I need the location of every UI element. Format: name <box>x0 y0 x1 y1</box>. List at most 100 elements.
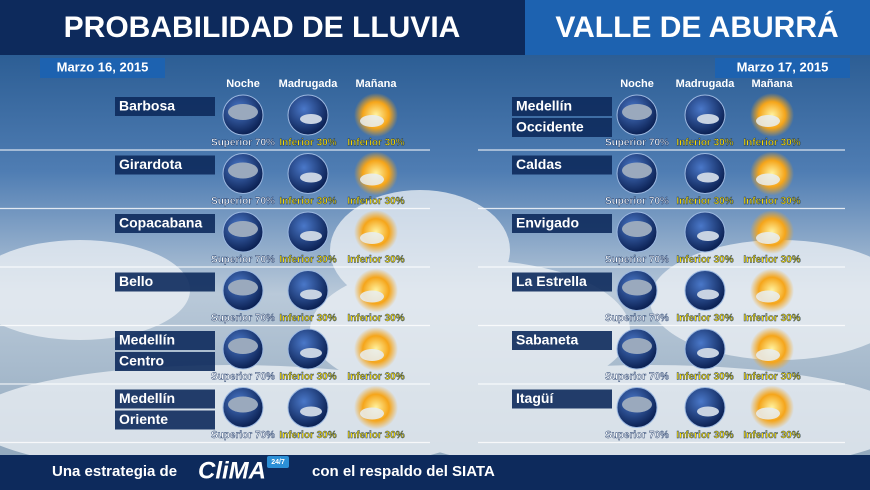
forecast-label: Inferior 30% <box>347 196 404 207</box>
cloud-icon <box>756 115 780 127</box>
name-box <box>512 97 612 116</box>
cloud-icon <box>360 173 384 186</box>
cloud-icon <box>300 348 322 358</box>
forecast-label: Inferior 30% <box>279 430 336 441</box>
badge-box <box>267 456 289 468</box>
sun-icon <box>354 327 398 371</box>
sun-icon <box>750 268 794 313</box>
sun-icon <box>354 385 398 430</box>
footer-text: Una estrategia de <box>52 463 177 480</box>
forecast-label: Inferior 30% <box>743 255 800 266</box>
forecast-label: Inferior 30% <box>347 255 404 266</box>
forecast-label: Superior 70% <box>605 255 669 266</box>
forecast-label: Inferior 30% <box>279 138 336 149</box>
location-name: Copacabana <box>119 215 202 231</box>
sun-icon <box>354 151 398 196</box>
date: Marzo 16, 2015 <box>57 59 149 74</box>
location-name: Caldas <box>516 156 562 172</box>
column-header: Mañana <box>752 78 794 90</box>
forecast-label: Inferior 30% <box>347 138 404 149</box>
cloud-icon <box>622 338 652 354</box>
name-box <box>512 331 612 350</box>
forecast-label: Superior 70% <box>605 138 669 149</box>
forecast-label: Superior 70% <box>605 372 669 383</box>
location-name: Barbosa <box>119 98 175 114</box>
name-box <box>115 352 215 371</box>
column-header: Noche <box>226 78 260 90</box>
forecast-label: Superior 70% <box>211 196 275 207</box>
cloud-icon <box>622 279 652 296</box>
forecast-label: Inferior 30% <box>279 255 336 266</box>
forecast-label: Inferior 30% <box>676 313 733 324</box>
forecast-label: Inferior 30% <box>743 196 800 207</box>
cloud-icon <box>756 349 780 361</box>
forecast-label: Superior 70% <box>605 196 669 207</box>
location-name: Medellín <box>119 390 175 406</box>
name-box <box>512 155 612 175</box>
date-bar <box>715 58 850 78</box>
name-box <box>115 410 215 430</box>
location-name: Centro <box>119 353 164 369</box>
sun-icon <box>354 268 398 313</box>
name-box <box>512 389 612 409</box>
cloud-icon <box>300 172 322 183</box>
name-box <box>115 214 215 233</box>
forecast-label: Inferior 30% <box>279 372 336 383</box>
cloud-icon <box>360 290 384 303</box>
forecast-label: Inferior 30% <box>676 138 733 149</box>
sun-icon <box>354 93 398 137</box>
column-header: Madrugada <box>279 78 339 90</box>
cloud-icon <box>300 406 322 417</box>
forecast-label: Inferior 30% <box>676 372 733 383</box>
cloud-icon <box>300 114 322 124</box>
date: Marzo 17, 2015 <box>737 59 829 74</box>
forecast-label: Inferior 30% <box>347 313 404 324</box>
cloud-icon <box>756 173 780 186</box>
name-box <box>512 214 612 233</box>
location-name: Bello <box>119 273 153 289</box>
cloud-icon <box>360 232 384 244</box>
forecast-label: Superior 70% <box>211 313 275 324</box>
cloud-icon <box>697 406 719 417</box>
name-box <box>512 272 612 292</box>
location-name: Medellín <box>119 332 175 348</box>
cloud-icon <box>228 162 258 179</box>
forecast-label: Inferior 30% <box>676 255 733 266</box>
sun-icon <box>750 151 794 196</box>
forecast-label: Inferior 30% <box>347 430 404 441</box>
forecast-label: Superior 70% <box>211 255 275 266</box>
name-box <box>115 389 215 409</box>
cloud-icon <box>756 407 780 420</box>
footer-badge: 24/7 <box>271 459 285 466</box>
name-box <box>512 118 612 137</box>
footer-brand: CliMA <box>198 457 266 484</box>
location-name: Envigado <box>516 215 579 231</box>
date-bar <box>40 58 165 78</box>
column-header: Mañana <box>356 78 398 90</box>
sun-icon <box>750 327 794 371</box>
location-name: Girardota <box>119 156 182 172</box>
forecast-label: Superior 70% <box>605 313 669 324</box>
forecast-label: Inferior 30% <box>279 196 336 207</box>
forecast-label: Inferior 30% <box>676 196 733 207</box>
location-name: Occidente <box>516 119 584 135</box>
cloud-icon <box>300 231 322 241</box>
forecast-label: Inferior 30% <box>347 372 404 383</box>
cloud-icon <box>756 290 780 303</box>
name-box <box>115 272 215 292</box>
title-bar <box>0 0 525 55</box>
forecast-label: Inferior 30% <box>743 430 800 441</box>
cloud-icon <box>228 338 258 354</box>
footer-bar <box>0 455 870 490</box>
sun-icon <box>750 385 794 430</box>
column-header: Noche <box>620 78 654 90</box>
cloud-icon <box>622 396 652 413</box>
title-bar <box>525 0 870 55</box>
name-box <box>115 97 215 116</box>
footer-text: con el respaldo del SIATA <box>312 463 495 480</box>
forecast-label: Inferior 30% <box>743 372 800 383</box>
sun-icon <box>354 210 398 254</box>
forecast-label: Inferior 30% <box>676 430 733 441</box>
cloud-icon <box>697 289 719 300</box>
